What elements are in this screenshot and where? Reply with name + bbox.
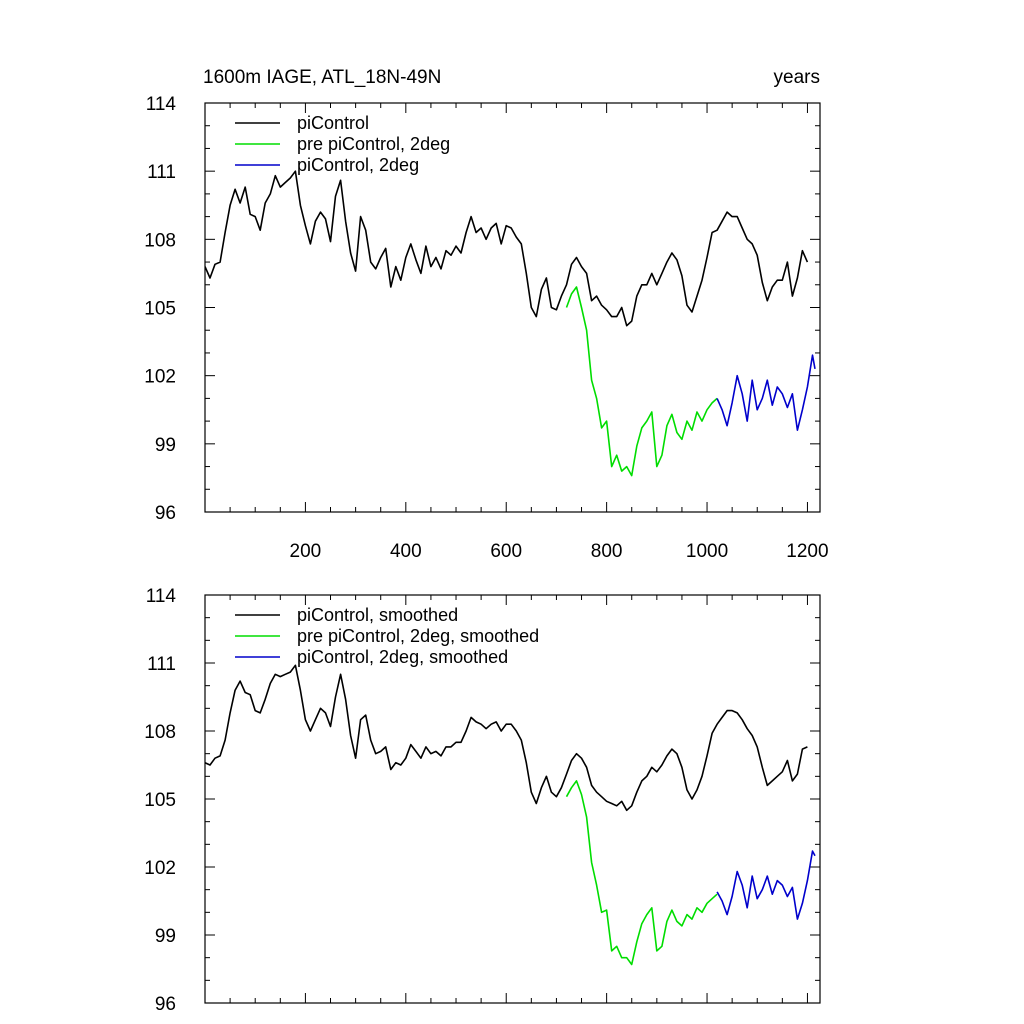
bottom-y-tick-label: 96 [155,994,176,1015]
top-legend-label-2: pre piControl, 2deg [297,134,450,154]
top-legend-label-1: piControl [297,113,369,133]
bottom-ticks [205,594,820,1004]
top-x-tick-label: 400 [390,541,422,562]
bottom-y-tick-label: 111 [147,654,176,675]
top-y-tick-label: 102 [144,367,176,388]
top-y-tick-label: 105 [144,299,176,320]
top-y-tick-label: 114 [146,94,177,115]
top-series-group [205,170,816,477]
bottom-series-line-1 [205,664,808,812]
bottom-legend-label-1: piControl, smoothed [297,605,458,625]
top-y-tick-label: 96 [155,503,176,524]
bottom-series-group [205,664,816,966]
bottom-y-tick-label: 102 [144,858,176,879]
bottom-series-line-2 [565,780,718,966]
top-x-tick-label: 1000 [686,541,728,562]
top-y-tick-label: 108 [144,230,176,251]
bottom-y-tick-label: 108 [144,722,176,743]
bottom-y-tick-label: 114 [146,586,177,607]
bottom-panel: 96 99 102 105 108 111 114 piControl, smoothedpr… [144,586,821,1015]
top-series-line-3 [716,354,816,432]
top-x-tick-label: 1200 [786,541,828,562]
bottom-series-line-3 [716,850,816,920]
top-series-line-2 [565,286,718,477]
bottom-y-tick-label: 99 [155,926,176,947]
top-ticks [205,102,820,513]
top-x-tick-label: 800 [591,541,623,562]
top-y-tick-label: 111 [147,162,176,183]
top-legend-label-3: piControl, 2deg [297,155,419,175]
top-x-tick-label: 600 [490,541,522,562]
top-y-tick-label: 99 [155,435,176,456]
bottom-y-tick-label: 105 [144,790,176,811]
top-chart-title: 1600m IAGE, ATL_18N-49N [203,67,441,88]
top-x-tick-label: 200 [290,541,322,562]
top-series-line-1 [205,170,809,327]
top-chart-title-right: years [774,67,820,88]
bottom-legend-label-2: pre piControl, 2deg, smoothed [297,626,539,646]
top-panel: 1600m IAGE, ATL_18N-49N years 96 99 102 105 10… [144,67,828,562]
bottom-legend-label-3: piControl, 2deg, smoothed [297,647,508,667]
